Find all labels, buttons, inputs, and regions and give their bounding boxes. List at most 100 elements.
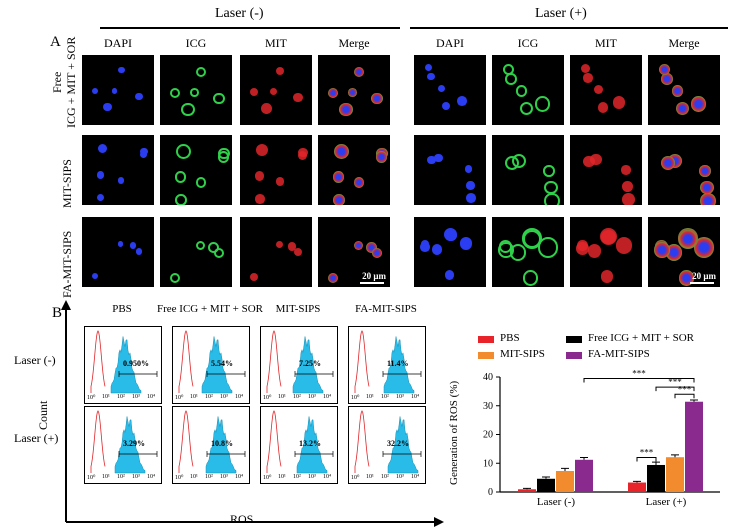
micrograph-laser-off-r0-icg <box>160 55 232 125</box>
micrograph-laser-on-r2-merge: 20 μm <box>648 217 720 287</box>
control-histogram <box>266 330 282 393</box>
micrograph-laser-off-r1-dapi <box>82 135 154 205</box>
ros-histogram <box>383 336 415 394</box>
legend-swatch-0 <box>478 336 494 343</box>
sig-pbs-free <box>636 457 657 462</box>
micro-row-label-free-line2: ICG + MIT + SOR <box>64 36 78 128</box>
flow-x-axis-label: ROS <box>230 512 254 526</box>
cell-0 <box>543 165 555 177</box>
flow-tick-0: 10⁰ <box>175 475 184 481</box>
cell-3 <box>293 248 302 257</box>
cell-0 <box>275 240 284 249</box>
flow-tick-2: 10² <box>293 474 301 480</box>
micrograph-laser-off-r1-merge <box>318 135 390 205</box>
micrograph-laser-on-r1-icg <box>492 135 564 205</box>
gate-bracket <box>294 451 334 457</box>
cell-0 <box>174 171 187 184</box>
cell-3 <box>181 103 195 117</box>
flow-tick-3: 10³ <box>132 394 140 400</box>
error-bar-0-3 <box>580 457 588 460</box>
control-histogram <box>178 410 194 473</box>
micrograph-laser-on-r2-dapi <box>414 217 486 287</box>
cell-0 <box>254 171 265 181</box>
flow-percentage-r0-c2: 7.25% <box>299 359 321 368</box>
legend-label-0: PBS <box>500 332 520 344</box>
flow-tick-2: 10² <box>381 474 389 480</box>
micrograph-laser-off-r0-mit <box>240 55 312 125</box>
cell-3 <box>700 193 716 205</box>
micrograph-laser-off-r2-merge: 20 μm <box>318 217 390 287</box>
cell-2 <box>140 147 148 155</box>
cell-0 <box>117 240 124 247</box>
micrograph-laser-on-r1-mit <box>570 135 642 205</box>
micro-col-label-icg: ICG <box>185 36 207 50</box>
control-histogram <box>178 330 194 393</box>
cell-5 <box>444 270 455 280</box>
cell-0 <box>597 101 609 113</box>
cell-5 <box>97 194 105 202</box>
cell-2 <box>658 63 671 75</box>
cell-2 <box>459 237 473 251</box>
cell-5 <box>333 194 345 205</box>
cell-5 <box>255 194 265 204</box>
flow-tick-0: 10⁰ <box>351 475 360 481</box>
bar-0-0 <box>518 489 536 492</box>
flow-tick-4: 10⁴ <box>323 474 332 480</box>
bar-1-0 <box>628 482 646 492</box>
cell-3 <box>654 242 670 258</box>
bar-1-2 <box>666 457 684 492</box>
y-tick-label-1: 10 <box>483 458 493 469</box>
cell-2 <box>92 273 99 280</box>
cell-1 <box>207 241 219 253</box>
scale-bar <box>360 282 384 284</box>
ros-histogram <box>201 336 233 394</box>
bar-0-1 <box>537 478 555 492</box>
cell-0 <box>699 165 711 177</box>
flow-tick-2: 10² <box>117 394 125 400</box>
cell-2 <box>170 273 181 283</box>
cell-5 <box>175 194 187 205</box>
cell-4 <box>92 87 99 95</box>
error-bar-0-2 <box>561 467 569 472</box>
scale-bar-label: 20 μm <box>692 271 716 281</box>
legend-swatch-1 <box>566 336 582 343</box>
flow-tick-1: 10¹ <box>190 474 198 480</box>
flow-tick-1: 10¹ <box>278 474 286 480</box>
cell-4 <box>671 84 684 97</box>
flow-tick-1: 10¹ <box>102 474 110 480</box>
cell-0 <box>353 240 363 251</box>
cell-0 <box>195 240 205 251</box>
ros-histogram <box>296 416 328 474</box>
flow-plot-r1-c2: 13.2% 10⁰ 10¹ 10² 10³ 10⁴ <box>260 406 338 484</box>
micrograph-laser-on-r2-mit <box>570 217 642 287</box>
micro-col-label-dapi: DAPI <box>103 36 132 50</box>
bar-0-3 <box>575 459 593 492</box>
flow-tick-0: 10⁰ <box>351 395 360 401</box>
legend-swatch-2 <box>478 352 494 359</box>
gate-bracket <box>118 451 158 457</box>
flow-plot-r0-c0: 0.950% 10⁰ 10¹ 10² 10³ 10⁴ <box>84 326 162 404</box>
cell-4 <box>117 177 125 184</box>
micrograph-laser-off-r1-icg <box>160 135 232 205</box>
flow-y-axis-label: Count <box>36 400 50 430</box>
flow-tick-3: 10³ <box>396 474 404 480</box>
flow-tick-0: 10⁰ <box>263 475 272 481</box>
micrograph-laser-off-r0-merge <box>318 55 390 125</box>
cell-3 <box>576 242 589 255</box>
flow-percentage-r1-c1: 10.8% <box>211 439 233 448</box>
cell-1 <box>365 241 377 253</box>
cell-4 <box>250 87 259 96</box>
cell-2 <box>502 63 515 75</box>
flow-tick-0: 10⁰ <box>263 395 272 401</box>
cell-1 <box>434 153 443 163</box>
cell-3 <box>622 193 635 205</box>
flow-tick-4: 10⁴ <box>411 394 420 400</box>
control-histogram <box>354 330 370 393</box>
flow-tick-3: 10³ <box>220 474 228 480</box>
cell-4 <box>700 181 714 195</box>
cell-4 <box>622 181 634 192</box>
micro-row-label-fa-mit-sips: FA-MIT-SIPS <box>60 230 74 298</box>
flow-percentage-r1-c2: 13.2% <box>299 439 321 448</box>
cell-2 <box>213 92 225 105</box>
